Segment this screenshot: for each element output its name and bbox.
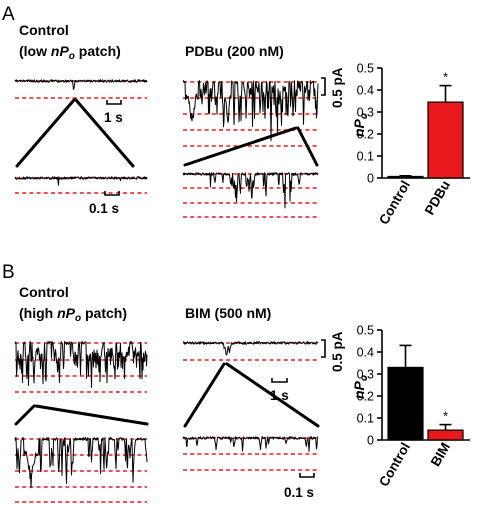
panel-b-control-subtitle: (high nPo patch) bbox=[19, 305, 127, 324]
time-scale-label: 1 s bbox=[270, 388, 289, 403]
panel-b-drug-title: BIM (500 nM) bbox=[185, 305, 271, 321]
panel-a-letter: A bbox=[2, 4, 15, 25]
current-scale-bar bbox=[321, 77, 326, 96]
panel-a-drug-title: PDBu (200 nM) bbox=[185, 43, 284, 59]
current-scale-bar bbox=[321, 339, 326, 358]
zoom-line bbox=[183, 362, 226, 428]
bar-control bbox=[387, 366, 424, 441]
y-tick-label: 0.5 bbox=[357, 62, 374, 76]
current-trace bbox=[182, 80, 319, 142]
zoom-line bbox=[225, 362, 320, 428]
current-trace bbox=[14, 341, 148, 388]
current-trace bbox=[182, 436, 319, 452]
category-label: Control bbox=[376, 440, 413, 489]
category-label: BIM bbox=[428, 440, 453, 469]
bar-pdbu bbox=[427, 101, 464, 179]
zoom-line bbox=[15, 98, 76, 168]
current-scale-label: 0.5 pA bbox=[330, 67, 345, 108]
current-scale-label: 0.5 pA bbox=[330, 331, 345, 372]
current-trace bbox=[183, 341, 319, 356]
zoom-line bbox=[296, 126, 319, 167]
time-scale-label: 1 s bbox=[104, 110, 123, 125]
time-scale-label: 0.1 s bbox=[284, 485, 314, 500]
zoom-line bbox=[183, 126, 298, 167]
significance-marker: * bbox=[443, 410, 448, 424]
y-tick-label: 0.3 bbox=[357, 368, 374, 382]
y-tick-label: 0 bbox=[367, 434, 374, 448]
time-scale-bar bbox=[104, 191, 120, 196]
y-tick-label: 0 bbox=[367, 172, 374, 186]
bar-bim bbox=[427, 429, 464, 441]
current-trace bbox=[182, 172, 319, 209]
panel-a-control-traces bbox=[14, 79, 148, 194]
y-tick-label: 0.2 bbox=[357, 128, 374, 142]
current-trace bbox=[14, 79, 148, 90]
y-tick-label: 0.4 bbox=[357, 84, 374, 98]
time-scale-bar bbox=[299, 473, 315, 478]
y-tick-label: 0.1 bbox=[357, 150, 374, 164]
zoom-line bbox=[74, 98, 135, 168]
y-tick-label: 0.2 bbox=[357, 390, 374, 404]
bar-control bbox=[387, 175, 424, 179]
y-tick-label: 0.1 bbox=[357, 412, 374, 426]
panel-b-control-title: Control bbox=[19, 284, 69, 300]
panel-b-bim-traces bbox=[182, 341, 320, 471]
zoom-line bbox=[14, 404, 36, 426]
significance-marker: * bbox=[443, 71, 448, 85]
time-scale-bar bbox=[106, 100, 122, 105]
panel-a-control-title: Control bbox=[19, 22, 69, 38]
y-tick-label: 0.3 bbox=[357, 106, 374, 120]
current-trace bbox=[14, 437, 148, 489]
panel-b-letter: B bbox=[2, 262, 15, 283]
panel-a-pdbu-traces bbox=[182, 80, 319, 218]
category-label: Control bbox=[376, 178, 413, 227]
y-axis-label: nPo bbox=[351, 375, 370, 399]
y-axis-label: nPo bbox=[351, 113, 370, 137]
category-label: PDBu bbox=[422, 178, 453, 217]
panel-b-control-traces bbox=[14, 341, 149, 503]
bar-chart-panel-b: 0 0.1 0.2 0.3 0.4 0.5 Control * BIM nPo bbox=[351, 324, 470, 489]
zoom-line bbox=[34, 404, 149, 426]
y-tick-label: 0.4 bbox=[357, 346, 374, 360]
time-scale-label: 0.1 s bbox=[89, 201, 119, 216]
y-tick-label: 0.5 bbox=[357, 324, 374, 338]
panel-a-control-subtitle: (low nPo patch) bbox=[19, 43, 121, 62]
bar-chart-panel-a: 0 0.1 0.2 0.3 0.4 0.5 Control * PDBu nPo bbox=[351, 62, 470, 227]
time-scale-bar bbox=[271, 378, 288, 383]
current-trace bbox=[14, 176, 148, 186]
